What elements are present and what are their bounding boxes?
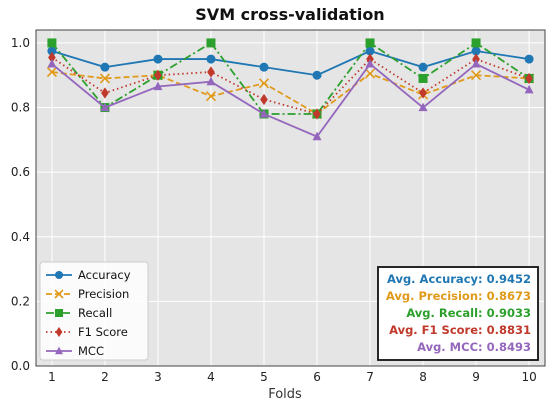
legend: Accuracy Precision Recall F1 Score MCC	[39, 261, 149, 361]
data-point-precision	[364, 68, 376, 79]
data-point-precision	[205, 91, 217, 102]
data-point-mcc	[153, 81, 163, 91]
data-point-mcc	[206, 76, 216, 86]
series-line-recall	[51, 41, 530, 115]
data-point-f1-score	[154, 69, 162, 81]
series-line-precision	[51, 71, 530, 116]
data-point-f1-score	[419, 87, 427, 99]
data-point-accuracy	[47, 46, 57, 56]
data-point-mcc	[312, 131, 322, 141]
data-point-mcc	[100, 102, 110, 112]
y-tick-label: 1.0	[11, 36, 30, 50]
plot-frame	[35, 29, 546, 367]
data-point-precision	[46, 66, 57, 78]
y-tick-label: 0.4	[11, 230, 30, 244]
data-point-recall	[471, 38, 481, 48]
series-line-mcc	[51, 62, 530, 138]
legend-label-f1-score: F1 Score	[78, 325, 128, 339]
data-point-accuracy	[524, 54, 534, 64]
data-point-precision	[258, 78, 270, 89]
x-tick-label: 9	[472, 370, 480, 384]
data-point-precision	[471, 70, 482, 81]
x-tick-label: 4	[207, 370, 215, 384]
data-point-recall	[418, 73, 428, 83]
legend-marker-recall	[55, 309, 63, 317]
averages-frame	[377, 266, 539, 361]
data-point-f1-score	[207, 66, 215, 78]
legend-label-recall: Recall	[78, 306, 112, 320]
legend-label-precision: Precision	[78, 287, 129, 301]
series-line-accuracy	[51, 50, 530, 77]
data-point-f1-score	[313, 108, 321, 120]
y-tick-label: 0.8	[11, 101, 30, 115]
x-tick-label: 2	[101, 370, 109, 384]
average-label: Avg. Accuracy: 0.9452	[387, 272, 531, 286]
data-point-accuracy	[259, 62, 269, 72]
average-label: Avg. MCC: 0.8493	[417, 340, 531, 354]
average-label: Avg. Precision: 0.8673	[386, 289, 531, 303]
legend-marker-precision	[54, 289, 64, 299]
averages-box: Avg. Accuracy: 0.9452 Avg. Precision: 0.8…	[377, 266, 539, 361]
y-tick-label: 0.2	[11, 294, 30, 308]
data-point-f1-score	[48, 51, 56, 64]
data-point-accuracy	[471, 46, 481, 56]
data-point-mcc	[524, 84, 534, 94]
legend-marker-accuracy	[55, 271, 63, 279]
x-tick-label: 7	[366, 370, 374, 384]
average-label: Avg. Recall: 0.9033	[406, 306, 531, 320]
x-tick-label: 10	[521, 370, 536, 384]
data-point-recall	[365, 38, 375, 48]
data-point-accuracy	[206, 54, 216, 64]
data-point-mcc	[418, 102, 428, 112]
data-point-precision	[99, 73, 110, 84]
legend-marker-mcc	[55, 346, 63, 355]
data-point-accuracy	[418, 62, 428, 72]
plot-area: 0.0 0.2 0.4 0.6 0.8 1.0 1 2 3 4 5 6 7 8 9 10 Accuracy Pre…	[11, 29, 546, 384]
data-point-f1-score	[525, 72, 533, 85]
data-point-accuracy	[100, 62, 110, 72]
y-tick-label: 0.0	[11, 359, 30, 373]
legend-box	[39, 261, 149, 361]
x-tick-label: 8	[419, 370, 427, 384]
data-point-mcc	[47, 58, 57, 68]
legend-label-mcc: MCC	[78, 344, 104, 358]
x-axis-label: Folds	[268, 387, 302, 402]
average-label: Avg. F1 Score: 0.8831	[389, 323, 531, 337]
data-point-accuracy	[365, 46, 375, 56]
chart-title: SVM cross-validation	[195, 5, 384, 24]
data-point-f1-score	[101, 87, 109, 99]
data-point-mcc	[259, 109, 269, 118]
data-point-accuracy	[312, 70, 322, 80]
data-point-mcc	[365, 58, 375, 68]
legend-label-accuracy: Accuracy	[78, 268, 131, 282]
data-point-accuracy	[153, 54, 163, 64]
data-point-f1-score	[260, 93, 268, 106]
x-tick-label: 6	[313, 370, 321, 384]
x-tick-label: 3	[154, 370, 162, 384]
data-point-mcc	[471, 58, 481, 68]
y-tick-label: 0.6	[11, 165, 30, 179]
data-point-recall	[47, 38, 57, 48]
x-tick-label: 5	[260, 370, 268, 384]
legend-marker-f1-score	[55, 327, 63, 337]
data-point-recall	[206, 38, 216, 48]
x-tick-label: 1	[48, 370, 56, 384]
